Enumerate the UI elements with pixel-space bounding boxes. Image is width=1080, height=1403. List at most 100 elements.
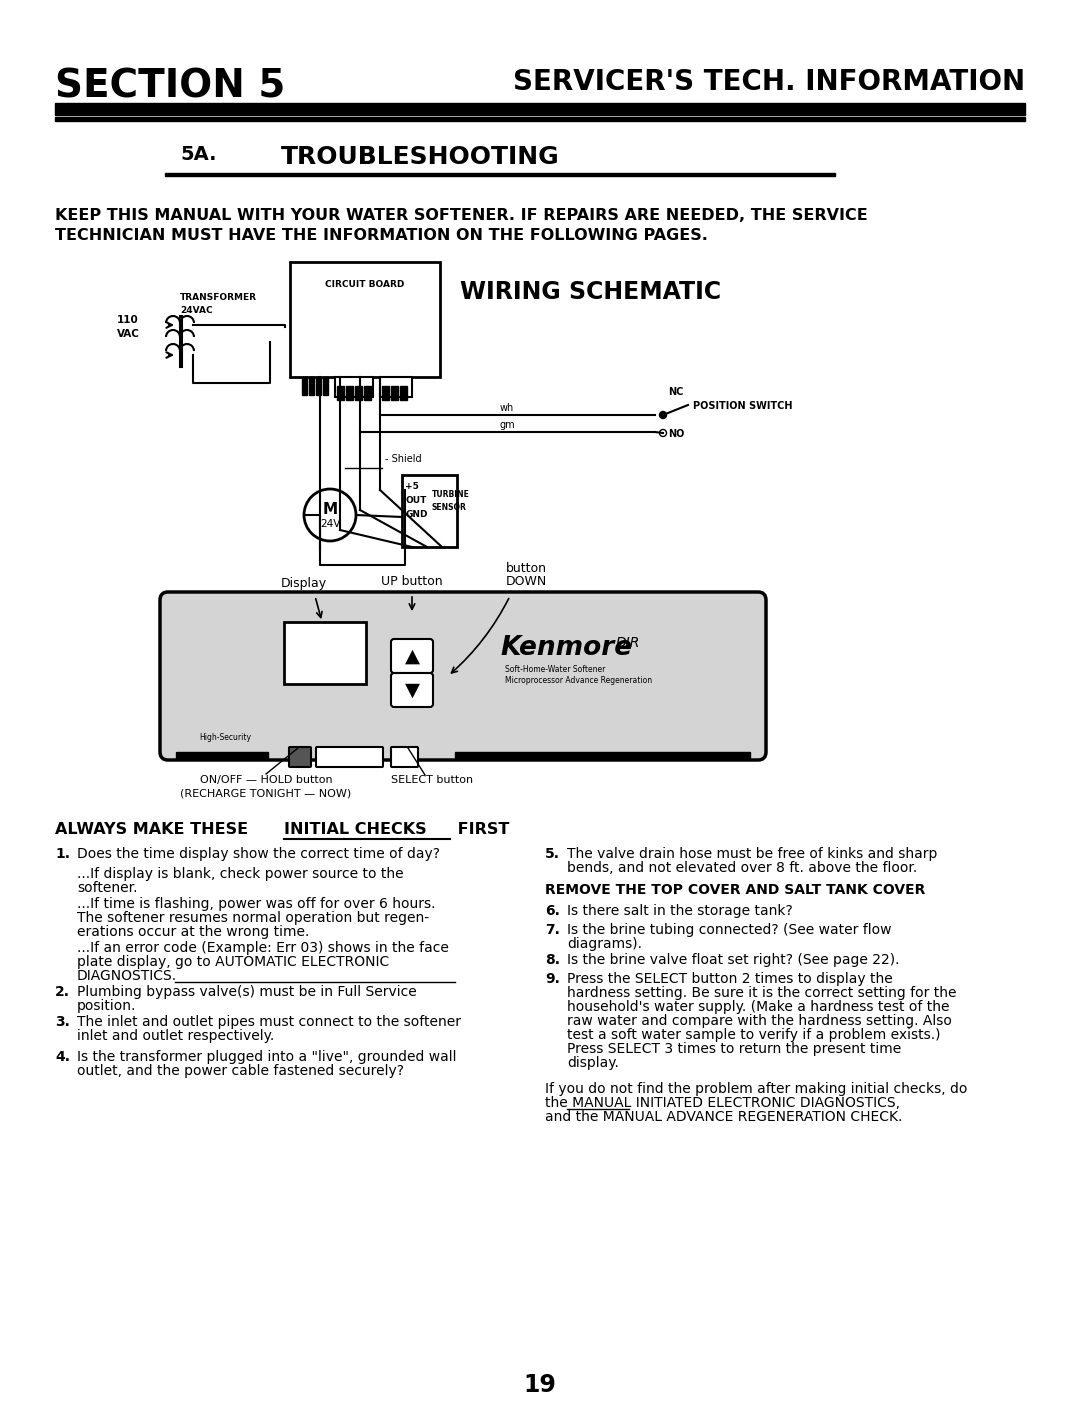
Text: TURBINE: TURBINE	[432, 490, 470, 499]
Bar	[455, 752, 750, 759]
Text: Is the transformer plugged into a "live", grounded wall: Is the transformer plugged into a "live"…	[77, 1049, 457, 1063]
Text: SECTION 5: SECTION 5	[55, 67, 285, 107]
Text: OUT: OUT	[405, 497, 427, 505]
Bar	[335, 377, 373, 397]
Text: POSITION SWITCH: POSITION SWITCH	[693, 401, 793, 411]
Bar	[355, 386, 362, 400]
Text: test a soft water sample to verify if a problem exists.): test a soft water sample to verify if a …	[567, 1028, 941, 1042]
FancyBboxPatch shape	[316, 746, 383, 767]
Text: diagrams).: diagrams).	[567, 937, 642, 951]
Text: REMOVE THE TOP COVER AND SALT TANK COVER: REMOVE THE TOP COVER AND SALT TANK COVER	[545, 882, 926, 897]
Bar	[309, 377, 314, 396]
Bar	[402, 476, 457, 547]
FancyBboxPatch shape	[391, 673, 433, 707]
Text: Soft-Home-Water Softener: Soft-Home-Water Softener	[505, 665, 606, 673]
Text: High-Security: High-Security	[199, 732, 251, 742]
Text: If you do not find the problem after making initial checks, do: If you do not find the problem after mak…	[545, 1082, 968, 1096]
Circle shape	[660, 411, 666, 418]
Text: Kenmore: Kenmore	[500, 636, 632, 661]
Text: - Shield: - Shield	[384, 455, 421, 464]
Text: softener.: softener.	[77, 881, 137, 895]
Text: ▼: ▼	[405, 680, 419, 700]
Text: ALWAYS MAKE THESE: ALWAYS MAKE THESE	[55, 822, 254, 838]
Bar	[291, 262, 440, 377]
Text: TECHNICIAN MUST HAVE THE INFORMATION ON THE FOLLOWING PAGES.: TECHNICIAN MUST HAVE THE INFORMATION ON …	[55, 229, 707, 243]
Text: 8.: 8.	[545, 953, 561, 967]
Text: 2.: 2.	[55, 985, 70, 999]
Text: ...If display is blank, check power source to the: ...If display is blank, check power sour…	[77, 867, 404, 881]
Text: CIRCUIT BOARD: CIRCUIT BOARD	[325, 281, 405, 289]
FancyBboxPatch shape	[289, 746, 311, 767]
Bar	[337, 386, 345, 400]
Text: 1.: 1.	[55, 847, 70, 861]
Text: TROUBLESHOOTING: TROUBLESHOOTING	[281, 145, 559, 168]
Text: ▲: ▲	[405, 647, 419, 665]
Text: SENSOR: SENSOR	[432, 504, 467, 512]
Text: wh: wh	[500, 403, 514, 412]
Text: button: button	[505, 563, 546, 575]
Text: 19: 19	[524, 1374, 556, 1397]
Bar	[284, 622, 366, 685]
Text: Press SELECT 3 times to return the present time: Press SELECT 3 times to return the prese…	[567, 1042, 901, 1056]
Bar	[176, 752, 268, 759]
Bar	[382, 386, 389, 400]
Text: raw water and compare with the hardness setting. Also: raw water and compare with the hardness …	[567, 1014, 951, 1028]
Bar	[346, 386, 353, 400]
Bar	[400, 386, 407, 400]
Bar	[391, 386, 399, 400]
Bar	[55, 116, 1025, 121]
Text: DOWN: DOWN	[505, 575, 546, 588]
Text: WIRING SCHEMATIC: WIRING SCHEMATIC	[460, 281, 721, 304]
Text: Microprocessor Advance Regeneration: Microprocessor Advance Regeneration	[505, 676, 652, 685]
Text: position.: position.	[77, 999, 136, 1013]
Text: household's water supply. (Make a hardness test of the: household's water supply. (Make a hardne…	[567, 1000, 949, 1014]
Text: (RECHARGE TONIGHT — NOW): (RECHARGE TONIGHT — NOW)	[180, 788, 352, 798]
Text: DIAGNOSTICS.: DIAGNOSTICS.	[77, 969, 177, 984]
FancyBboxPatch shape	[391, 746, 418, 767]
Text: TRANSFORMER: TRANSFORMER	[180, 293, 257, 302]
Text: The inlet and outlet pipes must connect to the softener: The inlet and outlet pipes must connect …	[77, 1014, 461, 1028]
Text: The valve drain hose must be free of kinks and sharp: The valve drain hose must be free of kin…	[567, 847, 937, 861]
Text: ...If time is flashing, power was off for over 6 hours.: ...If time is flashing, power was off fo…	[77, 897, 435, 911]
Text: Does the time display show the correct time of day?: Does the time display show the correct t…	[77, 847, 440, 861]
Text: inlet and outlet respectively.: inlet and outlet respectively.	[77, 1028, 274, 1042]
Text: and the MANUAL ADVANCE REGENERATION CHECK.: and the MANUAL ADVANCE REGENERATION CHEC…	[545, 1110, 903, 1124]
Text: Is there salt in the storage tank?: Is there salt in the storage tank?	[567, 904, 793, 918]
Text: DIR: DIR	[616, 636, 640, 650]
Text: UP button: UP button	[381, 575, 443, 588]
FancyBboxPatch shape	[391, 638, 433, 673]
Text: Display: Display	[281, 577, 327, 591]
Text: hardness setting. Be sure it is the correct setting for the: hardness setting. Be sure it is the corr…	[567, 986, 957, 1000]
Text: M: M	[323, 501, 338, 516]
Text: NC: NC	[669, 387, 684, 397]
Text: 5A.: 5A.	[180, 145, 216, 164]
Text: Is the brine valve float set right? (See page 22).: Is the brine valve float set right? (See…	[567, 953, 900, 967]
Bar	[55, 102, 1025, 115]
Text: 24VAC: 24VAC	[180, 306, 213, 316]
Bar	[165, 173, 835, 175]
Text: KEEP THIS MANUAL WITH YOUR WATER SOFTENER. IF REPAIRS ARE NEEDED, THE SERVICE: KEEP THIS MANUAL WITH YOUR WATER SOFTENE…	[55, 208, 867, 223]
Text: 3.: 3.	[55, 1014, 70, 1028]
Text: 4.: 4.	[55, 1049, 70, 1063]
Text: +5: +5	[405, 483, 419, 491]
FancyBboxPatch shape	[160, 592, 766, 760]
Text: Is the brine tubing connected? (See water flow: Is the brine tubing connected? (See wate…	[567, 923, 891, 937]
Bar	[364, 386, 372, 400]
Text: erations occur at the wrong time.: erations occur at the wrong time.	[77, 925, 309, 939]
Text: GND: GND	[405, 511, 428, 519]
Text: 24V: 24V	[320, 519, 340, 529]
Bar	[323, 377, 328, 396]
Text: 5.: 5.	[545, 847, 561, 861]
Circle shape	[303, 490, 356, 542]
Text: VAC: VAC	[117, 328, 140, 340]
Text: The softener resumes normal operation but regen-: The softener resumes normal operation bu…	[77, 911, 429, 925]
Bar	[302, 377, 307, 396]
Text: plate display, go to AUTOMATIC ELECTRONIC: plate display, go to AUTOMATIC ELECTRONI…	[77, 955, 389, 969]
Circle shape	[660, 429, 666, 436]
Text: INITIAL CHECKS: INITIAL CHECKS	[284, 822, 427, 838]
Text: ...If an error code (Example: Err 03) shows in the face: ...If an error code (Example: Err 03) sh…	[77, 941, 449, 955]
Text: Plumbing bypass valve(s) must be in Full Service: Plumbing bypass valve(s) must be in Full…	[77, 985, 417, 999]
Text: bends, and not elevated over 8 ft. above the floor.: bends, and not elevated over 8 ft. above…	[567, 861, 917, 875]
Text: the MANUAL INITIATED ELECTRONIC DIAGNOSTICS,: the MANUAL INITIATED ELECTRONIC DIAGNOST…	[545, 1096, 900, 1110]
Text: SERVICER'S TECH. INFORMATION: SERVICER'S TECH. INFORMATION	[513, 67, 1025, 95]
